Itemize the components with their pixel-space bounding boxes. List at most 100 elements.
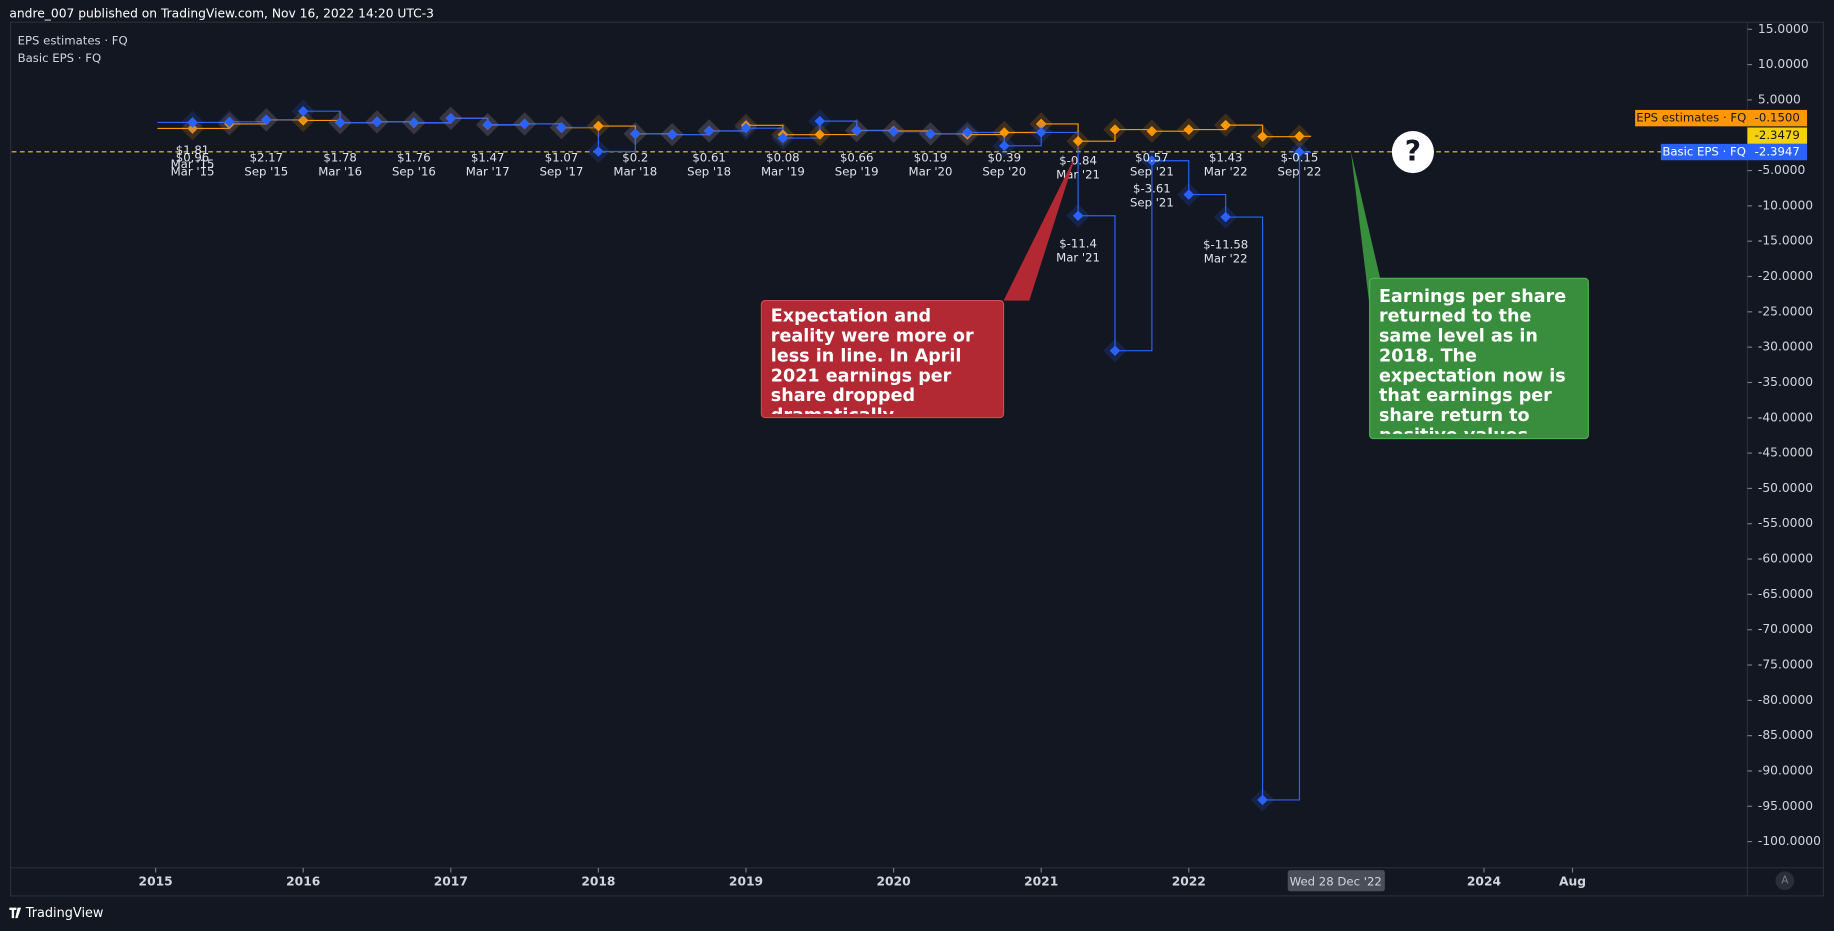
- marker: [1109, 345, 1121, 356]
- marker: [999, 140, 1010, 152]
- x-tick-label: 2015: [139, 874, 173, 888]
- plot-frame: [9, 21, 1825, 897]
- value-label: $1.47: [471, 150, 504, 164]
- x-tick-label: 2017: [434, 874, 468, 888]
- marker: [224, 116, 235, 128]
- date-label: Sep '21: [1130, 195, 1174, 209]
- callout-box: [1369, 277, 1589, 440]
- date-label: Sep '22: [1278, 164, 1322, 178]
- value-label: $0.66: [840, 150, 873, 164]
- logo-icon: [9, 907, 22, 919]
- date-label: Mar '20: [909, 164, 953, 178]
- y-tick-label: -45.0000: [1758, 446, 1813, 460]
- marker: [482, 119, 493, 130]
- y-tick-label: -15.0000: [1758, 234, 1813, 248]
- date-label: Mar '15: [171, 157, 215, 171]
- scale-button-label[interactable]: A: [1781, 875, 1789, 887]
- scale-button[interactable]: [1775, 871, 1795, 891]
- value-label: $0.96: [176, 150, 209, 164]
- date-label: Mar '18: [613, 164, 657, 178]
- marker: [1220, 119, 1231, 131]
- y-tick-label: -10.0000: [1758, 198, 1813, 212]
- x-tick-label: 2021: [1024, 874, 1058, 888]
- value-label: $-11.58: [1203, 238, 1248, 252]
- callout-box: [760, 300, 1005, 419]
- date-label: Mar '21: [1056, 168, 1100, 182]
- price-line-tag-bg: [1747, 127, 1808, 144]
- y-tick-label: -75.0000: [1758, 658, 1813, 672]
- value-label: $0.61: [692, 150, 725, 164]
- date-label: Mar '21: [1056, 250, 1100, 264]
- value-label: $1.07: [545, 150, 578, 164]
- y-tick-label: -85.0000: [1758, 728, 1813, 742]
- value-label: $-11.4: [1059, 236, 1097, 250]
- series-name-tag-bg: [1635, 109, 1748, 127]
- series-name-tag: EPS estimates · FQ: [1636, 111, 1746, 125]
- marker: [851, 125, 862, 136]
- marker: [593, 146, 604, 157]
- y-tick-label: -80.0000: [1758, 693, 1813, 707]
- y-tick-label: -95.0000: [1758, 799, 1813, 813]
- marker: [777, 132, 789, 144]
- y-tick-label: 15.0000: [1758, 22, 1809, 36]
- value-label: $1.43: [1209, 150, 1242, 164]
- value-label: $1.78: [323, 150, 356, 164]
- marker: [371, 116, 383, 128]
- value-label: $1.81: [176, 143, 209, 157]
- marker: [703, 125, 715, 137]
- value-label: $0.57: [1135, 150, 1168, 164]
- y-tick-label: -65.0000: [1758, 587, 1813, 601]
- legend-item: Basic EPS · FQ: [18, 51, 102, 65]
- date-label: Sep '21: [1130, 164, 1174, 178]
- series-name-tag-bg: [1660, 143, 1748, 161]
- callout: Earnings per share returned to the same …: [1378, 286, 1567, 434]
- last-value-tag-bg: [1747, 109, 1808, 127]
- x-tick-label: 2018: [581, 874, 615, 888]
- y-tick-label: -20.0000: [1758, 269, 1813, 283]
- y-tick-label: -35.0000: [1758, 375, 1813, 389]
- question-mark: ?: [1405, 135, 1421, 168]
- y-tick-label: -55.0000: [1758, 516, 1813, 530]
- x-tick-label: 2016: [286, 874, 320, 888]
- marker: [445, 113, 457, 124]
- marker: [1146, 125, 1158, 137]
- y-tick-label: -40.0000: [1758, 410, 1813, 424]
- crosshair-label-bg: [1287, 870, 1385, 892]
- x-tick-label: 2024: [1467, 874, 1501, 888]
- y-tick-label: -25.0000: [1758, 304, 1813, 318]
- legend-item: EPS estimates · FQ: [18, 33, 128, 47]
- y-tick-label: -100.0000: [1758, 834, 1821, 848]
- date-label: Sep '20: [982, 164, 1026, 178]
- callout-pointer: [1350, 152, 1381, 307]
- value-label: $-0.15: [1281, 150, 1319, 164]
- marker: [187, 117, 198, 128]
- value-label: $-0.84: [1059, 154, 1097, 168]
- date-label: Mar '19: [761, 164, 805, 178]
- last-value-tag: -0.1500: [1755, 111, 1800, 125]
- marker: [814, 115, 826, 127]
- x-tick-label: 2022: [1172, 874, 1206, 888]
- crosshair-label: Wed 28 Dec '22: [1290, 874, 1382, 888]
- value-label: $0.19: [914, 150, 947, 164]
- x-tick-label: Aug: [1559, 874, 1586, 888]
- date-label: Sep '16: [392, 164, 436, 178]
- date-label: Sep '18: [687, 164, 731, 178]
- value-label: $0.39: [988, 150, 1021, 164]
- series-name-tag: Basic EPS · FQ: [1662, 145, 1746, 159]
- date-label: Mar '15: [171, 164, 215, 178]
- date-label: Mar '22: [1204, 252, 1248, 266]
- value-label: $0.08: [766, 150, 799, 164]
- marker: [1146, 155, 1158, 167]
- x-tick-label: 2019: [729, 874, 763, 888]
- x-tick-label: 2020: [877, 874, 911, 888]
- callout-text: Earnings per share returned to the same …: [1378, 286, 1567, 434]
- callout-text: Expectation and reality were more or les…: [770, 306, 974, 414]
- marker: [1257, 794, 1268, 806]
- y-tick-label: -60.0000: [1758, 552, 1813, 566]
- date-label: Mar '16: [318, 164, 362, 178]
- y-tick-label: -30.0000: [1758, 340, 1813, 354]
- y-tick-label: -70.0000: [1758, 622, 1813, 636]
- header: andre_007 published on TradingView.com, …: [9, 7, 434, 21]
- price-line-tag: -2.3479: [1755, 128, 1800, 142]
- question-icon: [1391, 130, 1434, 174]
